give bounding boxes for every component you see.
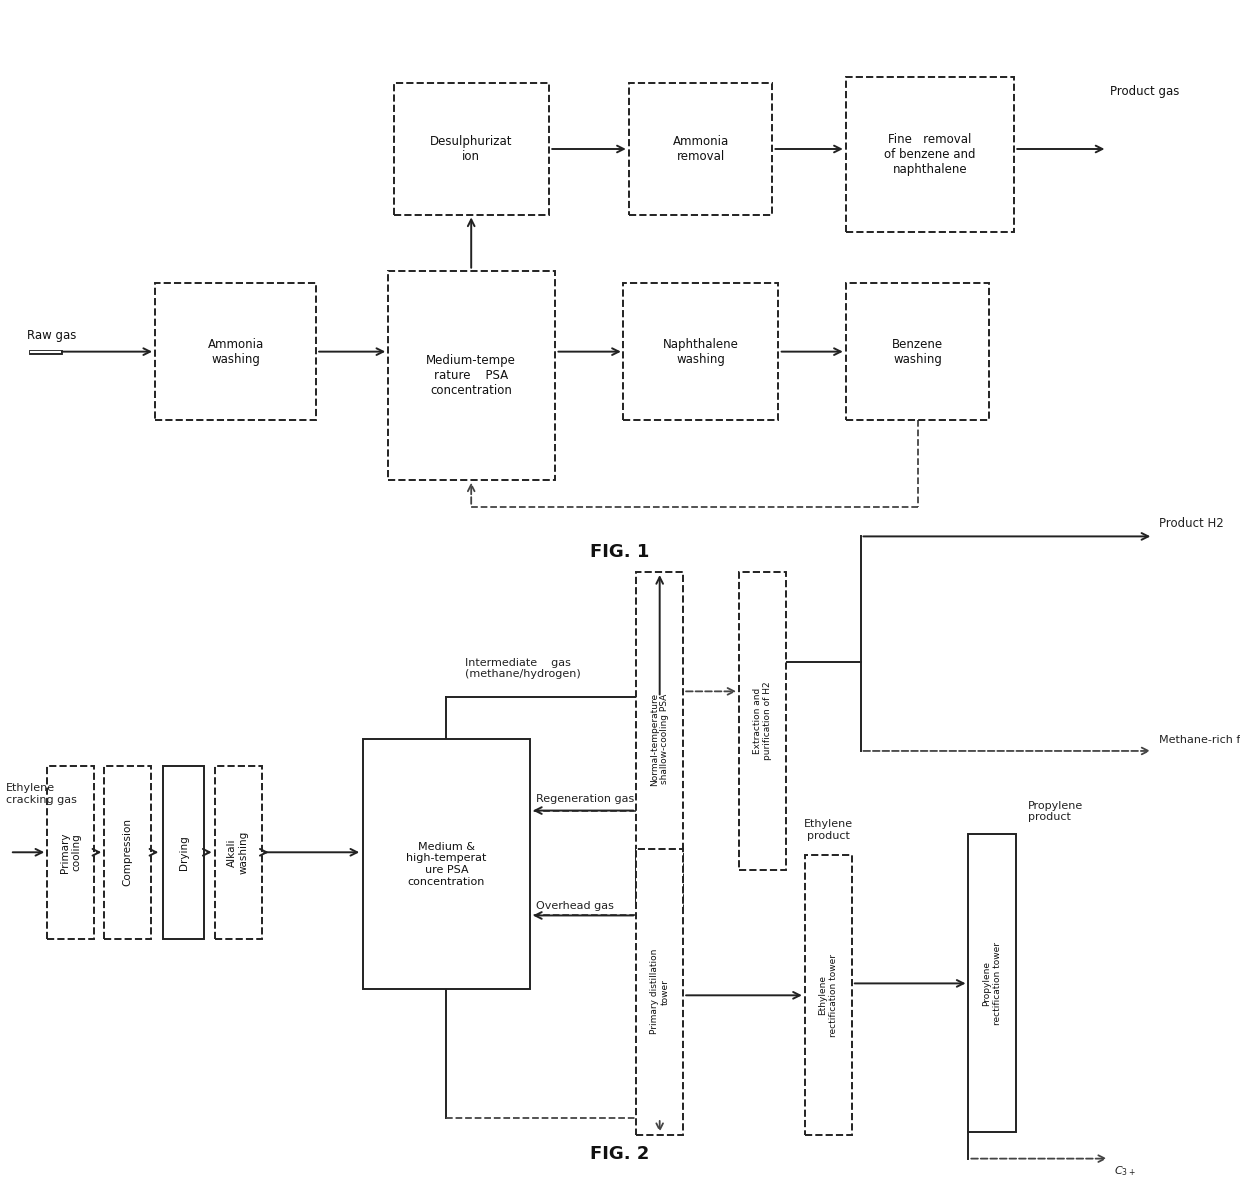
Text: Propylene
product: Propylene product: [1028, 801, 1084, 822]
Text: FIG. 1: FIG. 1: [590, 542, 650, 561]
Text: Desulphurizat
ion: Desulphurizat ion: [430, 135, 512, 163]
Text: Ethylene
rectification tower: Ethylene rectification tower: [818, 954, 838, 1037]
Bar: [636, 572, 683, 906]
Text: Product gas: Product gas: [1110, 85, 1179, 98]
Text: Intermediate    gas
(methane/hydrogen): Intermediate gas (methane/hydrogen): [465, 658, 580, 679]
Bar: [805, 856, 852, 1135]
Text: Product H2: Product H2: [1159, 517, 1224, 530]
Bar: [629, 83, 771, 215]
Text: Drying: Drying: [179, 834, 188, 870]
Text: Ammonia
removal: Ammonia removal: [672, 135, 729, 163]
Text: Primary
cooling: Primary cooling: [60, 832, 82, 873]
Text: Extraction and
purification of H2: Extraction and purification of H2: [753, 682, 773, 760]
Bar: [47, 766, 94, 939]
Bar: [846, 284, 990, 421]
Text: Raw gas: Raw gas: [27, 329, 77, 342]
Text: Medium &
high-temperat
ure PSA
concentration: Medium & high-temperat ure PSA concentra…: [407, 842, 486, 887]
Text: Compression: Compression: [123, 818, 133, 887]
Text: Benzene
washing: Benzene washing: [892, 337, 944, 366]
Bar: [104, 766, 151, 939]
Text: Normal-temperature
shallow-cooling PSA: Normal-temperature shallow-cooling PSA: [650, 693, 670, 786]
Bar: [739, 572, 786, 870]
Text: Propylene
rectification tower: Propylene rectification tower: [982, 942, 1002, 1025]
Bar: [155, 284, 316, 421]
Text: Ethylene
product: Ethylene product: [804, 819, 853, 842]
Text: Alkali
washing: Alkali washing: [227, 831, 249, 874]
Bar: [622, 284, 779, 421]
Text: $C_{3+}$: $C_{3+}$: [1114, 1165, 1136, 1179]
Bar: [215, 766, 262, 939]
Text: FIG. 2: FIG. 2: [590, 1144, 650, 1163]
Text: Ammonia
washing: Ammonia washing: [207, 337, 264, 366]
Text: Medium-tempe
rature    PSA
concentration: Medium-tempe rature PSA concentration: [427, 354, 516, 397]
Bar: [164, 766, 203, 939]
Text: Fine   removal
of benzene and
naphthalene: Fine removal of benzene and naphthalene: [884, 134, 976, 176]
Text: Primary distillation
tower: Primary distillation tower: [650, 949, 670, 1035]
Bar: [968, 834, 1016, 1132]
Bar: [846, 77, 1013, 232]
Text: Methane-rich fuel gas: Methane-rich fuel gas: [1159, 735, 1240, 745]
Bar: [387, 272, 556, 479]
Bar: [636, 849, 683, 1135]
Text: Regeneration gas: Regeneration gas: [536, 794, 635, 805]
Bar: [362, 739, 531, 989]
Text: Naphthalene
washing: Naphthalene washing: [662, 337, 739, 366]
Text: Ethylene
cracking gas: Ethylene cracking gas: [6, 783, 77, 805]
Bar: [394, 83, 549, 215]
Text: Overhead gas: Overhead gas: [536, 901, 614, 912]
